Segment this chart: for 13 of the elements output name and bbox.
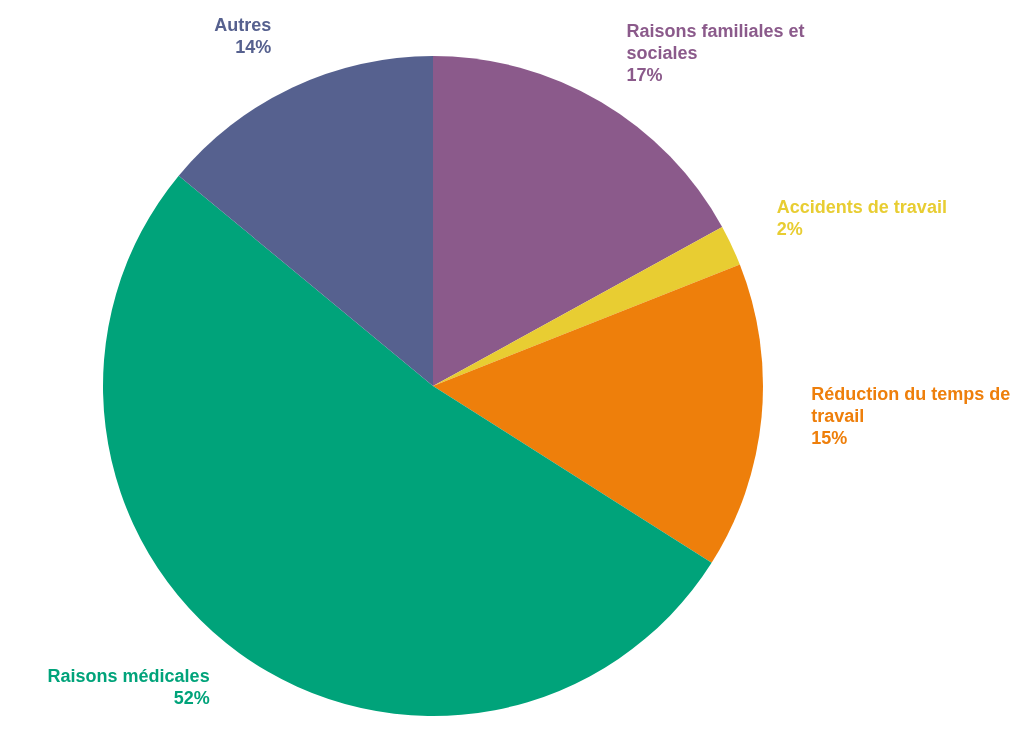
pie-slice [178,56,433,386]
pie-slice [433,264,763,563]
slice-label: Raisons médicales [47,666,210,687]
data-label: 17% [626,64,663,85]
data-label: 14% [235,37,272,58]
data-label: 52% [173,688,210,709]
data-label: 15% [811,427,848,448]
slice-label: Raisons familiales et sociales [626,20,805,63]
slice-label: Autres [214,15,272,36]
pie-slice [433,227,740,386]
slice-label: Accidents de travail [776,197,947,218]
slice-label: Réduction du temps de travail [811,383,1011,426]
data-label: 2% [776,219,803,240]
